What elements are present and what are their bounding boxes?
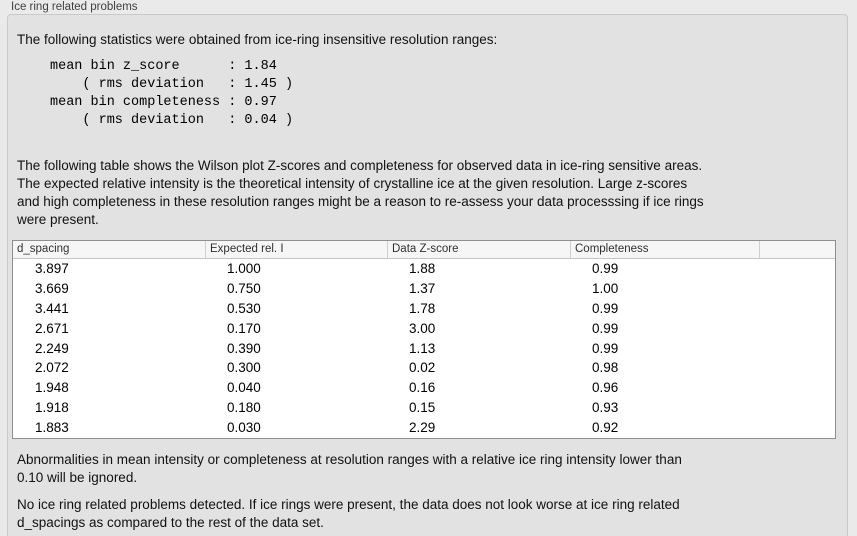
table-cell: 0.02 [409, 360, 436, 376]
table-cell: 0.99 [592, 320, 619, 336]
table-row[interactable]: 3.897 1.000 1.88 0.99 [13, 259, 835, 279]
ignore-note-text: Abnormalities in mean intensity or compl… [17, 452, 682, 486]
table-cell-spacer [759, 398, 835, 418]
table-row[interactable]: 2.249 0.390 1.13 0.99 [13, 338, 835, 359]
table-cell: 1.948 [35, 380, 69, 396]
column-header-expected-rel-i[interactable]: Expected rel. I [205, 241, 387, 258]
table-cell: 0.030 [227, 420, 261, 436]
table-cell: 0.93 [592, 400, 619, 416]
table-cell: 3.441 [35, 300, 69, 316]
group-box: The following statistics were obtained f… [7, 14, 848, 536]
table-cell: 0.15 [409, 400, 436, 416]
table-row[interactable]: 1.918 0.180 0.15 0.93 [13, 398, 835, 419]
table-cell: 0.170 [227, 320, 261, 336]
table-cell: 0.040 [227, 380, 261, 396]
stats-intro-text: The following statistics were obtained f… [17, 32, 498, 47]
table-body: 3.897 1.000 1.88 0.99 3.669 0.750 1.37 1.00 3.44… [13, 259, 835, 439]
table-cell: 0.180 [227, 400, 261, 416]
table-cell: 0.16 [409, 380, 436, 396]
table-cell: 0.530 [227, 300, 261, 316]
table-row[interactable]: 2.671 0.170 3.00 0.99 [13, 318, 835, 339]
table-cell-spacer [759, 319, 835, 339]
table-cell: 0.99 [592, 300, 619, 316]
table-cell: 1.000 [227, 261, 261, 276]
table-cell: 0.92 [592, 420, 619, 436]
table-header-row: d_spacing Expected rel. I Data Z-score Comp… [13, 241, 835, 259]
table-cell: 3.669 [35, 280, 69, 296]
table-cell: 0.300 [227, 360, 261, 376]
table-cell: 2.671 [35, 320, 69, 336]
table-cell-spacer [759, 418, 835, 438]
table-cell: 1.918 [35, 400, 69, 416]
table-cell: 3.00 [409, 320, 436, 336]
table-cell: 1.78 [409, 300, 436, 316]
table-cell: 0.99 [592, 261, 619, 276]
table-cell: 2.072 [35, 360, 69, 376]
table-cell: 1.00 [592, 280, 619, 296]
table-cell: 1.13 [409, 340, 436, 356]
table-cell: 1.88 [409, 261, 436, 276]
table-cell: 1.883 [35, 420, 69, 436]
table-row[interactable]: 1.883 0.030 2.29 0.92 [13, 418, 835, 439]
table-cell: 1.37 [409, 280, 436, 296]
table-cell: 0.96 [592, 380, 619, 396]
table-row[interactable]: 3.669 0.750 1.37 1.00 [13, 278, 835, 299]
table-cell-spacer [759, 279, 835, 299]
table-description-text: The following table shows the Wilson plo… [17, 158, 704, 227]
column-header-data-z-score[interactable]: Data Z-score [387, 241, 570, 258]
table-cell-spacer [759, 358, 835, 378]
conclusion-text: No ice ring related problems detected. I… [17, 497, 680, 531]
column-header-completeness[interactable]: Completeness [570, 241, 759, 258]
table-cell: 0.98 [592, 360, 619, 376]
column-header-d-spacing[interactable]: d_spacing [17, 243, 70, 255]
table-row[interactable]: 3.441 0.530 1.78 0.99 [13, 298, 835, 319]
stats-block: mean bin z_score : 1.84 ( rms deviation … [50, 59, 294, 128]
table-cell: 0.750 [227, 280, 261, 296]
table-cell-spacer [759, 339, 835, 359]
table-cell: 2.249 [35, 340, 69, 356]
table-cell: 3.897 [35, 261, 69, 276]
table-cell-spacer [759, 259, 835, 279]
column-header-spacer [759, 241, 835, 258]
ice-ring-table[interactable]: d_spacing Expected rel. I Data Z-score Comp… [12, 240, 836, 440]
table-cell-spacer [759, 299, 835, 319]
table-cell: 0.390 [227, 340, 261, 356]
table-cell: 0.99 [592, 340, 619, 356]
table-cell: 2.29 [409, 420, 436, 436]
group-box-title: Ice ring related problems [11, 1, 138, 13]
table-row[interactable]: 2.072 0.300 0.02 0.98 [13, 358, 835, 379]
table-row[interactable]: 1.948 0.040 0.16 0.96 [13, 378, 835, 399]
table-cell-spacer [759, 378, 835, 398]
